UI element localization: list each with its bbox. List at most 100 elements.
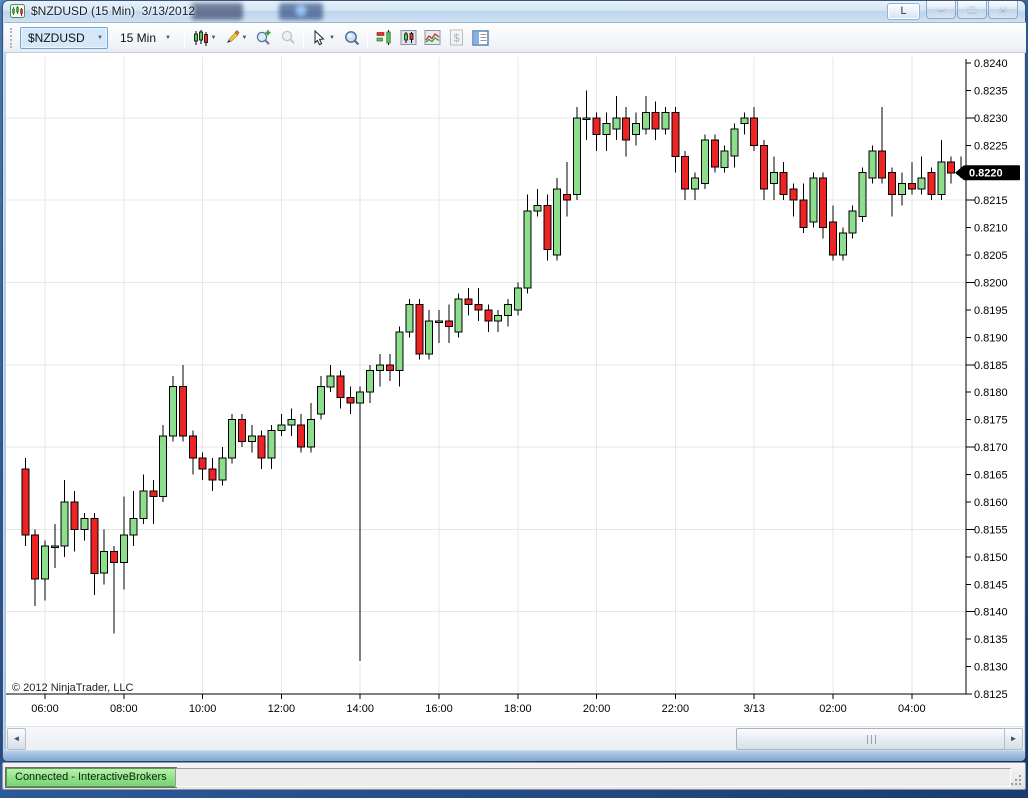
price-axis-label: 0.8225	[974, 140, 1008, 152]
candle	[316, 375, 325, 420]
strategies-icon: $	[449, 29, 463, 46]
candle	[109, 545, 118, 634]
candle	[838, 227, 847, 261]
candle	[454, 293, 463, 338]
candle	[139, 474, 148, 524]
candle	[119, 496, 128, 590]
candle	[188, 430, 197, 475]
window-title: $NZDUSD (15 Min) 3/13/2012	[31, 4, 196, 18]
strategies-button[interactable]: $	[444, 26, 468, 50]
data-box-button[interactable]	[339, 26, 363, 50]
candle	[602, 112, 611, 151]
minimize-button[interactable]: –	[926, 1, 956, 19]
time-axis-label: 02:00	[819, 703, 847, 715]
horizontal-scrollbar[interactable]: ◄ ►	[6, 726, 1024, 750]
indicators-button[interactable]	[420, 26, 444, 50]
svg-text:$: $	[453, 33, 459, 45]
control-center-statusbar: Connected - InteractiveBrokers	[2, 762, 1026, 790]
zoom-in-button[interactable]	[251, 26, 275, 50]
candle	[159, 425, 168, 502]
candle	[612, 95, 621, 140]
candle	[208, 458, 217, 491]
candle	[641, 95, 650, 135]
scrollbar-thumb[interactable]	[736, 728, 1008, 750]
price-axis-label: 0.8235	[974, 85, 1008, 97]
candle	[927, 167, 936, 201]
candle	[533, 189, 542, 217]
candle	[336, 370, 345, 409]
toolbar-grip-handle[interactable]	[10, 27, 14, 48]
cursor-button[interactable]: ▼	[308, 26, 339, 50]
properties-button[interactable]	[468, 26, 492, 50]
instrument-selector[interactable]: $NZDUSD ▼	[20, 26, 108, 49]
price-axis-label: 0.8215	[974, 195, 1008, 207]
price-axis-label: 0.8230	[974, 113, 1008, 125]
titlebar[interactable]: $NZDUSD (15 Min) 3/13/2012 L – □ ×	[3, 1, 1025, 22]
data-series-button[interactable]	[396, 26, 420, 50]
candle	[868, 145, 877, 184]
candle	[366, 364, 375, 404]
candle	[819, 172, 828, 239]
candle	[257, 430, 266, 469]
price-axis-label: 0.8185	[974, 360, 1008, 372]
candle	[385, 353, 394, 382]
pencil-icon	[226, 29, 239, 43]
price-chart[interactable]: 0.8240 0.8235 0.8230 0.8225 0.8220 0.8215 0.82…	[6, 53, 1024, 726]
candle	[129, 491, 138, 546]
candle	[661, 106, 670, 135]
chart-style-button[interactable]: ▼	[189, 26, 220, 50]
chart-trader-button[interactable]	[372, 26, 396, 50]
properties-icon	[471, 29, 489, 46]
candle	[907, 161, 916, 195]
price-axis-label: 0.8155	[974, 524, 1008, 536]
chevron-down-icon: ▼	[241, 34, 248, 41]
resize-grip-icon[interactable]	[1010, 774, 1023, 787]
candlesticks	[21, 90, 965, 662]
price-axis-label: 0.8125	[974, 689, 1008, 701]
candle	[306, 403, 315, 453]
candle	[326, 364, 335, 393]
candle	[700, 134, 709, 190]
candle	[691, 172, 700, 201]
candle	[789, 183, 798, 217]
instrument-value: $NZDUSD	[28, 30, 85, 45]
interval-value: 15 Min	[120, 30, 157, 45]
candle	[750, 106, 759, 151]
zoom-in-icon	[256, 30, 270, 45]
price-axis-label: 0.8180	[974, 387, 1008, 399]
price-axis-label: 0.8135	[974, 634, 1008, 646]
last-price-tag: 0.8220	[955, 165, 1020, 181]
cursor-arrow-icon	[314, 29, 325, 45]
price-axis-label: 0.8205	[974, 250, 1008, 262]
chevron-down-icon: ▼	[210, 34, 217, 41]
candle	[395, 326, 404, 387]
price-axis-label: 0.8195	[974, 305, 1008, 317]
price-axis-label: 0.8170	[974, 442, 1008, 454]
connection-status-badge: Connected - InteractiveBrokers	[6, 768, 176, 787]
candle	[31, 529, 40, 607]
candle	[917, 156, 926, 195]
candle	[346, 386, 355, 415]
candle	[592, 112, 601, 151]
candle	[169, 375, 178, 442]
interval-selector[interactable]: 15 Min ▼	[112, 27, 176, 49]
candle	[651, 101, 660, 140]
candle	[444, 304, 453, 343]
candle	[50, 523, 59, 568]
link-button[interactable]: L	[887, 3, 920, 20]
candle	[760, 139, 768, 201]
time-axis-label: 3/13	[743, 703, 764, 715]
candle	[277, 414, 286, 437]
candle	[897, 172, 906, 206]
close-button[interactable]: ×	[988, 1, 1018, 19]
price-axis-label: 0.8145	[974, 579, 1008, 591]
candle	[937, 139, 946, 201]
price-axis-label: 0.8140	[974, 607, 1008, 619]
maximize-button[interactable]: □	[957, 1, 987, 19]
toolbar-separator	[367, 26, 368, 49]
zoom-out-button[interactable]	[275, 26, 299, 50]
scroll-left-button[interactable]: ◄	[7, 728, 26, 750]
scroll-right-button[interactable]: ►	[1004, 728, 1023, 750]
time-axis-label: 16:00	[425, 703, 453, 715]
drawing-tools-button[interactable]: ▼	[220, 26, 251, 50]
